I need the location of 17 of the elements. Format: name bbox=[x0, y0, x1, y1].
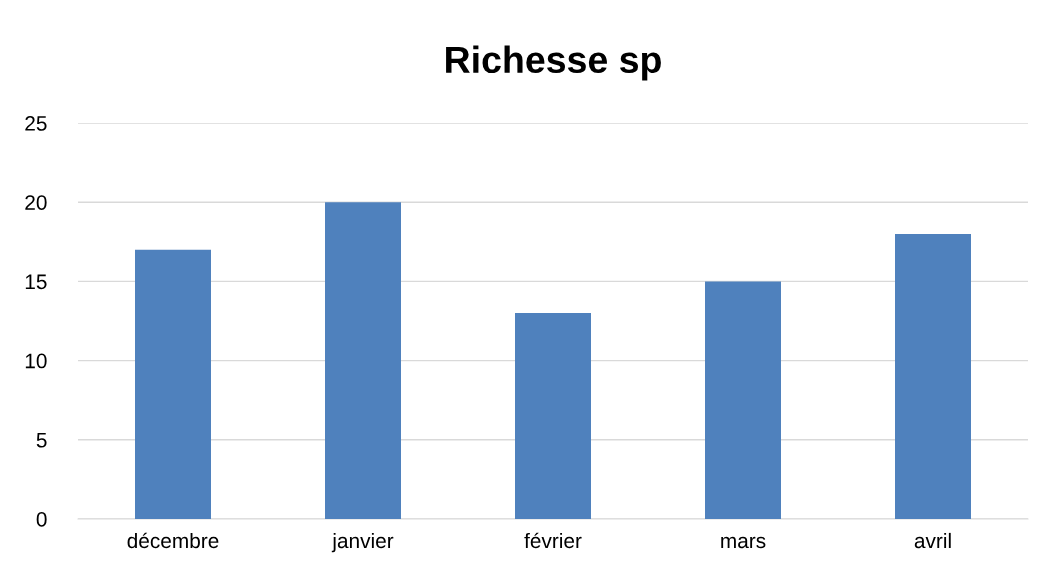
y-tick-label: 10 bbox=[25, 353, 47, 369]
bar bbox=[515, 313, 591, 519]
x-tick-label: mars bbox=[721, 536, 766, 549]
chart-title: Richesse sp bbox=[446, 45, 661, 81]
bar bbox=[705, 281, 781, 519]
bar bbox=[895, 233, 971, 519]
y-tick-label: 20 bbox=[25, 195, 47, 210]
bar bbox=[135, 249, 211, 519]
bar bbox=[325, 202, 401, 519]
x-tick-label: avril bbox=[914, 532, 951, 549]
y-tick-label: 5 bbox=[36, 433, 47, 448]
x-tick-label: décembre bbox=[127, 532, 219, 549]
x-tick-label: février bbox=[524, 532, 582, 549]
y-tick-label: 25 bbox=[25, 116, 47, 131]
y-tick-label: 0 bbox=[36, 512, 47, 527]
y-tick-label: 15 bbox=[25, 274, 47, 290]
x-tick-label: janvier bbox=[331, 532, 394, 553]
